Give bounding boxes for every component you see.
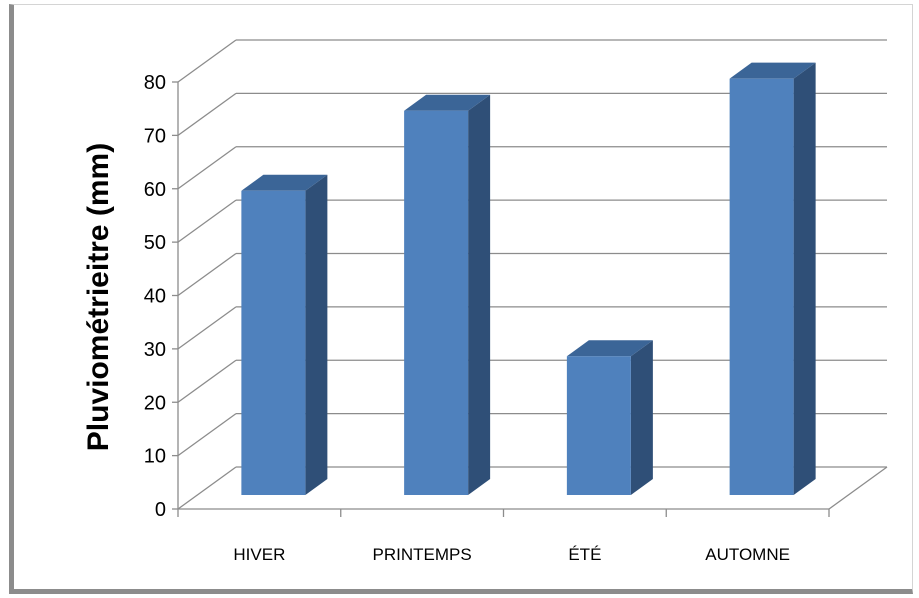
category-label: PRINTEMPS bbox=[373, 545, 472, 564]
bar-top bbox=[241, 174, 328, 191]
gridline-side bbox=[177, 146, 237, 190]
category-label: HIVER bbox=[233, 545, 285, 564]
category-label: AUTOMNE bbox=[705, 545, 790, 564]
gridline-side bbox=[177, 306, 237, 350]
y-tick-label: 50 bbox=[144, 232, 166, 254]
y-axis-title: Pluviométrieitre (mm) bbox=[82, 143, 115, 451]
bar-top bbox=[729, 62, 816, 79]
gridline-side bbox=[177, 92, 237, 136]
bar-side bbox=[305, 174, 328, 495]
bar bbox=[566, 340, 653, 495]
bars bbox=[241, 62, 816, 496]
bar-front bbox=[566, 356, 631, 495]
y-tick-label: 30 bbox=[144, 339, 166, 361]
bar-front bbox=[241, 190, 306, 495]
bar-top bbox=[404, 94, 491, 111]
y-tick-labels: 0 10 20 30 40 50 60 70 80 bbox=[144, 72, 166, 521]
y-tick-label: 10 bbox=[144, 446, 166, 468]
gridline-side bbox=[177, 359, 237, 403]
y-tick-label: 40 bbox=[144, 286, 166, 308]
bar bbox=[404, 94, 491, 495]
bar-front bbox=[729, 78, 794, 496]
bar-side bbox=[630, 340, 653, 495]
category-labels: HIVER PRINTEMPS ÉTÉ AUTOMNE bbox=[233, 545, 790, 564]
floor-edge bbox=[828, 466, 888, 510]
bar-front bbox=[404, 110, 469, 495]
gridline-side bbox=[177, 252, 237, 297]
category-label: ÉTÉ bbox=[568, 545, 601, 564]
bar bbox=[729, 62, 816, 496]
gridline-side bbox=[177, 466, 237, 510]
y-tick-label: 70 bbox=[144, 125, 166, 147]
axes bbox=[172, 81, 830, 517]
bar-side bbox=[793, 62, 816, 496]
y-tick-label: 20 bbox=[144, 392, 166, 414]
bar-side bbox=[468, 94, 491, 495]
gridline-side bbox=[177, 39, 237, 83]
y-tick-label: 60 bbox=[144, 179, 166, 201]
bar-top bbox=[566, 340, 653, 357]
y-tick-label: 80 bbox=[144, 72, 166, 94]
y-tick-label: 0 bbox=[155, 499, 166, 521]
gridline-side bbox=[177, 413, 237, 457]
bar bbox=[241, 174, 328, 495]
gridline-side bbox=[177, 199, 237, 243]
